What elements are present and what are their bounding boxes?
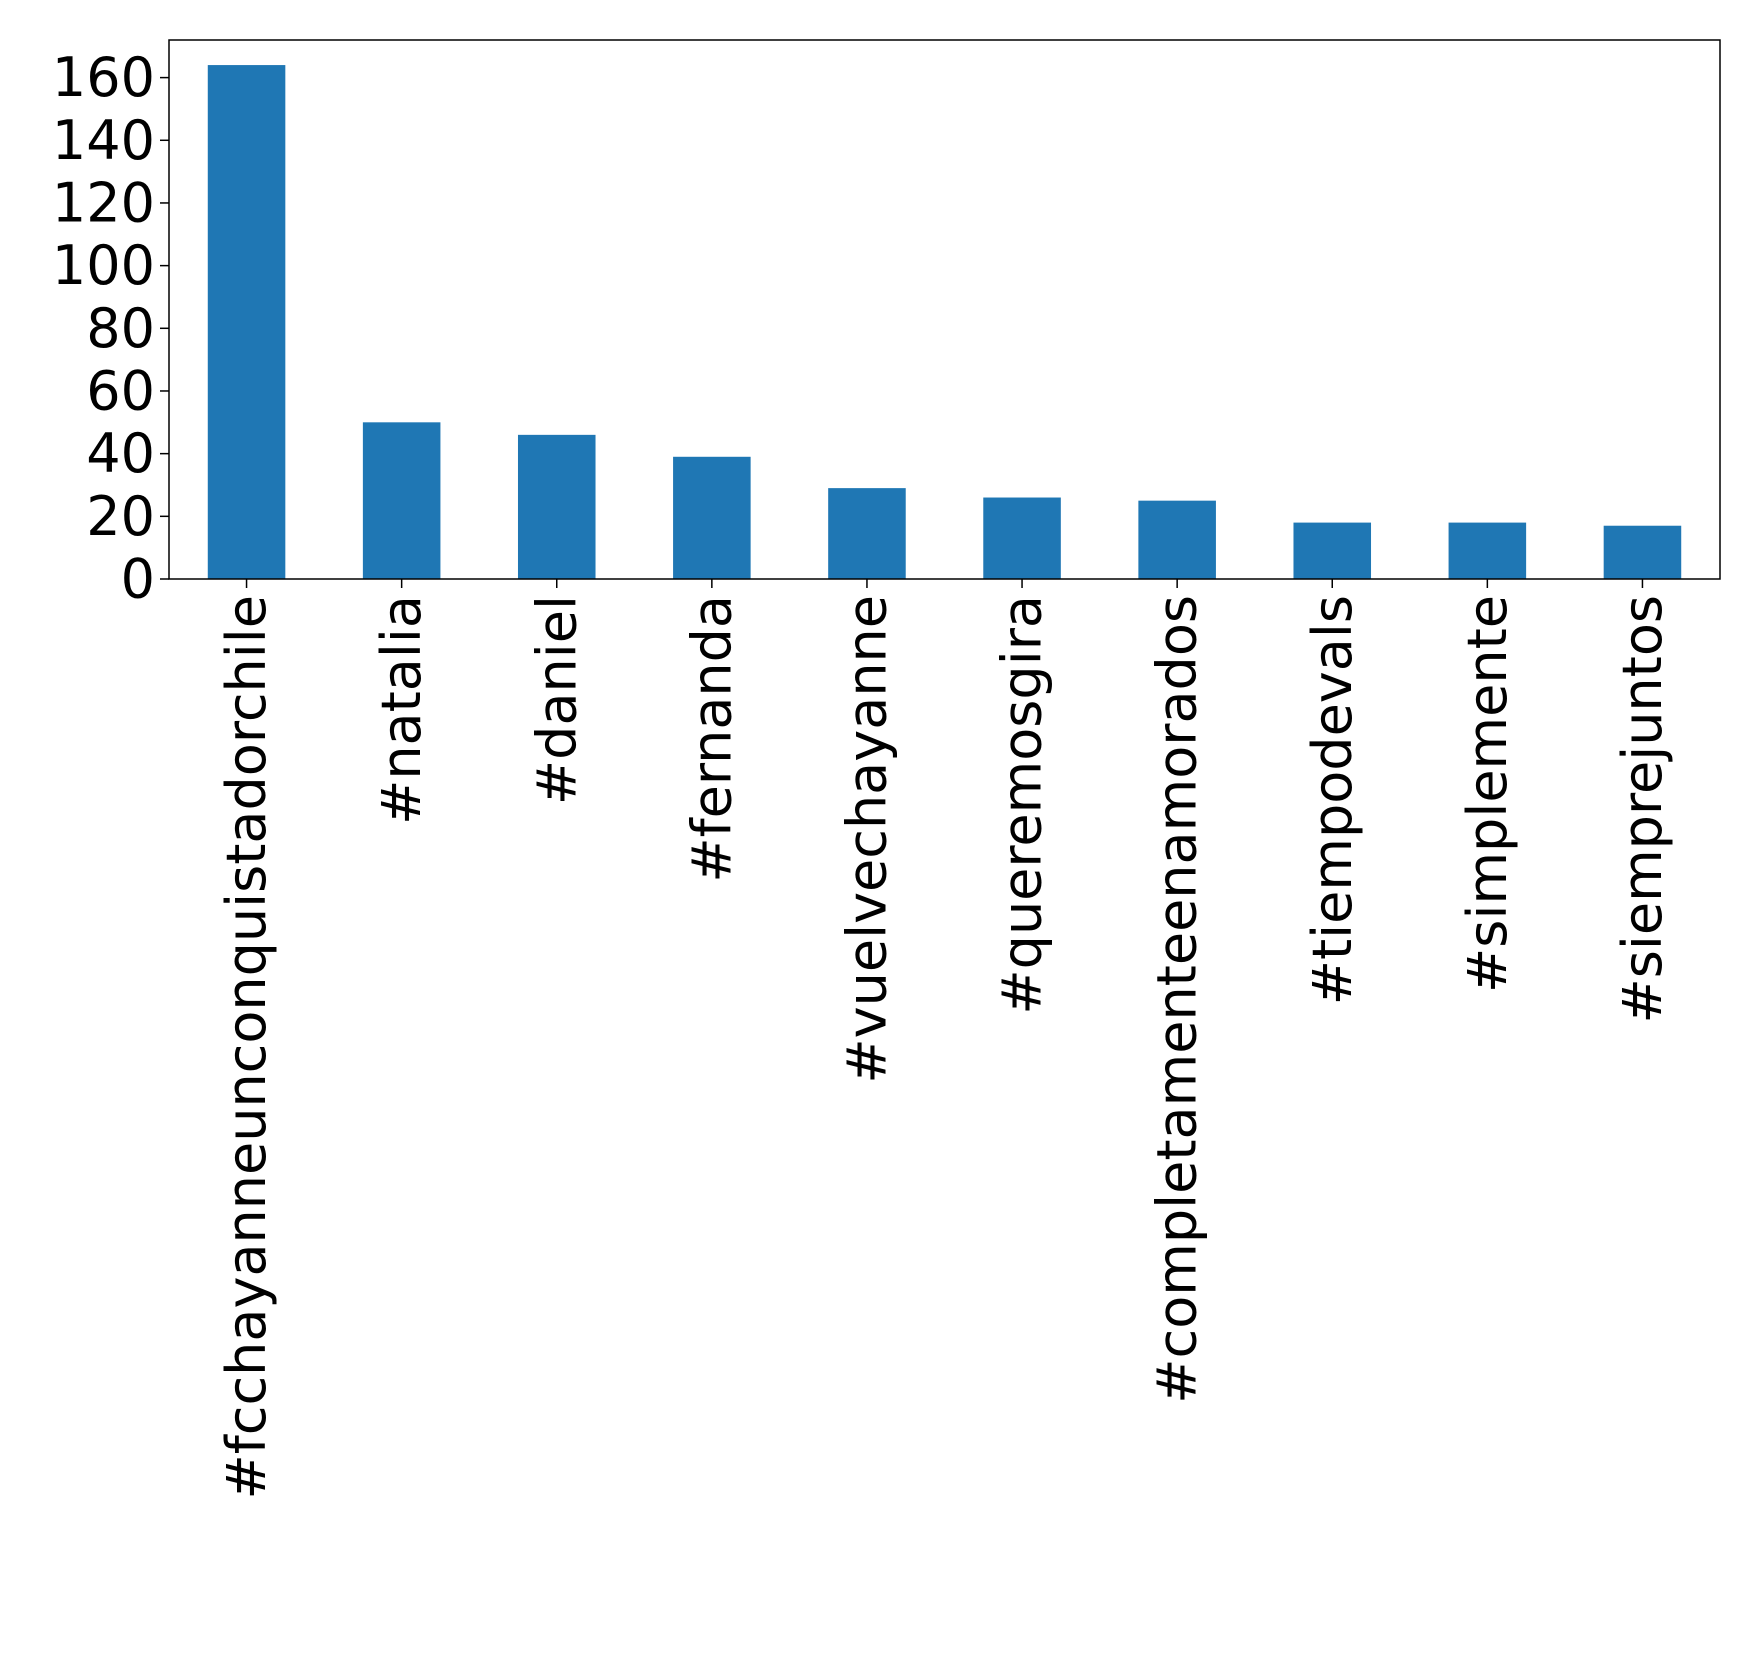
bar-daniel xyxy=(517,434,596,579)
y-tick-label: 40 xyxy=(86,422,155,485)
x-tick-label: #daniel xyxy=(525,595,588,805)
y-tick-label: 80 xyxy=(86,297,155,360)
bars-group xyxy=(207,65,1682,580)
x-tick-label: #vuelvechayanne xyxy=(835,595,898,1084)
x-tick-label: #fernanda xyxy=(680,595,743,883)
bar-natalia xyxy=(362,422,441,579)
x-tick-label: #completamenteenamorados xyxy=(1146,595,1209,1404)
x-tick-label: #siemprejuntos xyxy=(1611,595,1674,1024)
plot-frame xyxy=(168,39,1721,580)
y-tick-label: 120 xyxy=(52,171,155,234)
x-axis: #fcchayanneunconquistadorchile #natalia #d… xyxy=(215,579,1674,1499)
y-tick-label: 60 xyxy=(86,359,155,422)
bar-tiempodevals xyxy=(1293,522,1372,579)
x-tick-label: #fcchayanneunconquistadorchile xyxy=(215,595,278,1499)
bar-fcchayanneunconquistadorchile xyxy=(207,65,286,580)
x-tick-label: #queremosgira xyxy=(991,595,1054,1015)
y-tick-label: 0 xyxy=(121,548,155,611)
bar-siemprejuntos xyxy=(1603,525,1682,579)
bar-queremosgira xyxy=(983,497,1061,579)
bar-completamenteenamorados xyxy=(1138,500,1216,579)
bar-simplemente xyxy=(1448,522,1527,579)
y-tick-label: 160 xyxy=(52,46,155,109)
x-tick-label: #tiempodevals xyxy=(1301,595,1364,1005)
y-tick-label: 20 xyxy=(86,485,155,548)
bar-vuelvechayanne xyxy=(828,488,906,579)
x-tick-label: #simplemente xyxy=(1456,595,1519,993)
bar-fernanda xyxy=(673,456,751,579)
y-tick-label: 140 xyxy=(52,109,155,172)
y-tick-label: 100 xyxy=(52,234,155,297)
x-tick-label: #natalia xyxy=(370,595,433,825)
